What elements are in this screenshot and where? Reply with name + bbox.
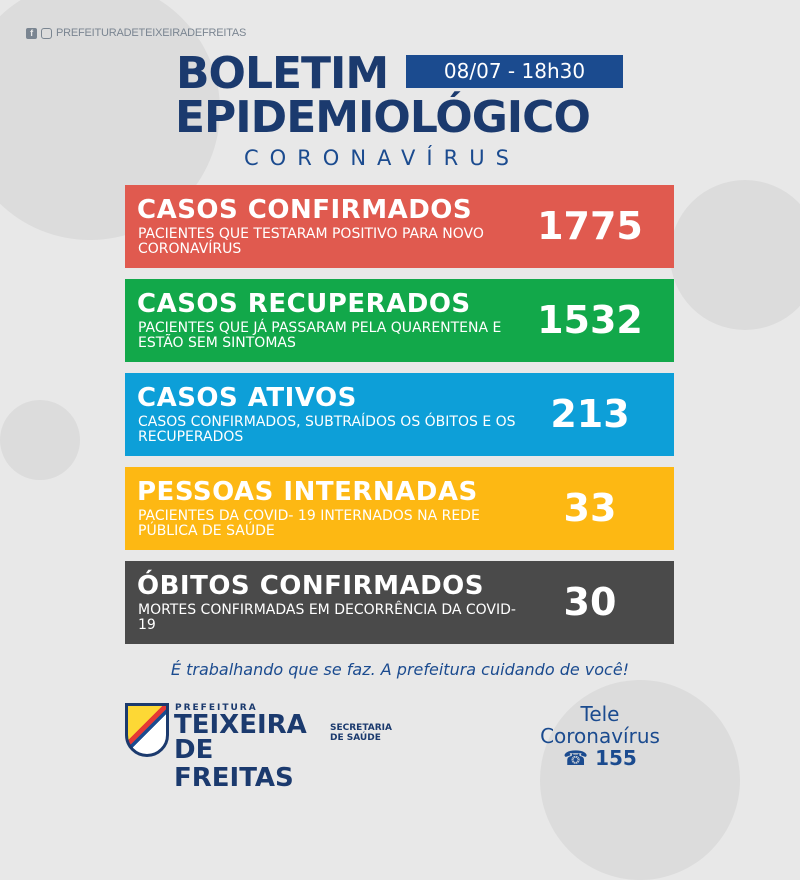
phone-icon: ☎ xyxy=(563,746,589,770)
subtitle: CORONAVÍRUS xyxy=(244,146,520,170)
card-title: CASOS RECUPERADOS xyxy=(137,289,471,319)
card-description: CASOS CONFIRMADOS, SUBTRAÍDOS OS ÓBITOS … xyxy=(138,414,516,445)
stat-card: PESSOAS INTERNADAS PACIENTES DA COVID- 19… xyxy=(125,467,674,550)
card-value: 213 xyxy=(550,392,630,436)
facebook-icon: f xyxy=(26,27,37,39)
virus-decoration xyxy=(670,180,800,330)
title-line1: BOLETIM xyxy=(176,48,389,99)
stat-card: CASOS CONFIRMADOS PACIENTES QUE TESTARAM … xyxy=(125,185,674,268)
tele-number: 155 xyxy=(595,746,637,770)
logo-small: PREFEITURA xyxy=(175,703,258,713)
card-title: CASOS ATIVOS xyxy=(137,383,357,413)
card-value: 30 xyxy=(563,580,617,624)
social-handle-text: PREFEITURADETEIXEIRADEFREITAS xyxy=(56,27,247,39)
logo-line2: DE FREITAS xyxy=(174,735,294,793)
virus-decoration xyxy=(0,400,80,480)
tele-line2: Coronavírus xyxy=(540,724,660,748)
slogan: É trabalhando que se faz. A prefeitura c… xyxy=(170,660,630,679)
date-badge: 08/07 - 18h30 xyxy=(406,55,623,88)
card-description: MORTES CONFIRMADAS EM DECORRÊNCIA DA COV… xyxy=(138,602,516,633)
shield-icon xyxy=(125,703,169,757)
card-value: 1775 xyxy=(537,204,643,248)
card-value: 33 xyxy=(563,486,617,530)
card-title: PESSOAS INTERNADAS xyxy=(137,477,478,507)
social-handle: f PREFEITURADETEIXEIRADEFREITAS xyxy=(26,27,246,39)
stat-card: CASOS RECUPERADOS PACIENTES QUE JÁ PASSAR… xyxy=(125,279,674,362)
card-description: PACIENTES QUE TESTARAM POSITIVO PARA NOV… xyxy=(138,226,484,257)
card-description: PACIENTES DA COVID- 19 INTERNADOS NA RED… xyxy=(138,508,480,539)
secretaria-label: SECRETARIA DE SAÚDE xyxy=(330,723,392,743)
stat-card: ÓBITOS CONFIRMADOS MORTES CONFIRMADAS EM … xyxy=(125,561,674,644)
tele-coronavirus: Tele Coronavírus ☎ 155 xyxy=(520,703,680,769)
stat-card: CASOS ATIVOS CASOS CONFIRMADOS, SUBTRAÍDO… xyxy=(125,373,674,456)
card-value: 1532 xyxy=(537,298,643,342)
instagram-icon xyxy=(41,27,52,39)
card-title: ÓBITOS CONFIRMADOS xyxy=(137,571,485,601)
title-line2: EPIDEMIOLÓGICO xyxy=(175,92,591,143)
card-title: CASOS CONFIRMADOS xyxy=(137,195,473,225)
card-description: PACIENTES QUE JÁ PASSARAM PELA QUARENTEN… xyxy=(138,320,502,351)
tele-line1: Tele xyxy=(580,702,620,726)
logo-line1: TEIXEIRA xyxy=(174,710,307,740)
